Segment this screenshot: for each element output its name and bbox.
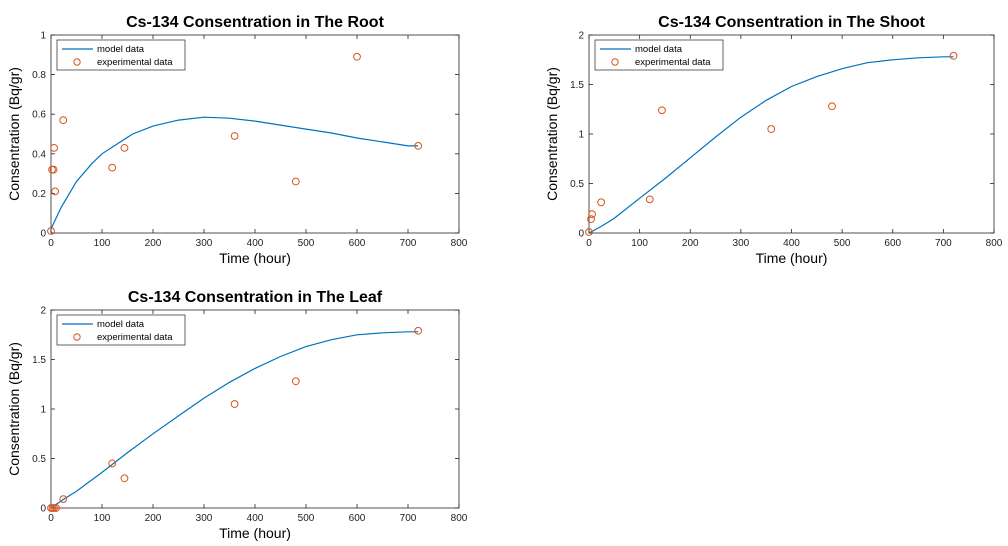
x-tick-label: 500 bbox=[834, 238, 851, 249]
chart-title: Cs-134 Consentration in The Root bbox=[126, 14, 384, 31]
x-axis-label: Time (hour) bbox=[219, 250, 291, 266]
experimental-data-point bbox=[52, 504, 60, 512]
experimental-data-point bbox=[597, 198, 606, 207]
experimental-data-point bbox=[588, 210, 596, 219]
x-tick-label: 0 bbox=[48, 513, 54, 524]
x-tick-label: 300 bbox=[196, 238, 213, 249]
legend-experimental-swatch bbox=[73, 58, 81, 66]
y-tick-label: 2 bbox=[40, 306, 46, 317]
x-tick-label: 500 bbox=[298, 238, 315, 249]
experimental-data-point bbox=[50, 143, 58, 152]
experimental-data-point bbox=[50, 504, 58, 512]
x-tick-label: 600 bbox=[349, 513, 366, 524]
x-tick-label: 100 bbox=[94, 238, 111, 249]
experimental-data-point bbox=[658, 106, 666, 115]
x-tick-label: 0 bbox=[48, 238, 54, 249]
x-tick-label: 200 bbox=[145, 513, 162, 524]
model-data-line bbox=[50, 116, 419, 230]
x-tick-label: 100 bbox=[631, 238, 648, 249]
x-tick-label: 100 bbox=[94, 513, 111, 524]
y-tick-label: 0.5 bbox=[570, 179, 584, 190]
experimental-data-point bbox=[108, 163, 117, 172]
experimental-data-point bbox=[585, 228, 593, 236]
y-tick-label: 0.6 bbox=[32, 110, 46, 121]
experimental-data-point bbox=[59, 495, 68, 503]
legend-model-label: model data bbox=[97, 319, 145, 330]
experimental-data-point bbox=[587, 215, 595, 224]
experimental-data-point bbox=[353, 52, 361, 61]
x-tick-label: 300 bbox=[733, 238, 750, 249]
y-axis-label: Consentration (Bq/gr) bbox=[6, 342, 22, 476]
x-tick-label: 400 bbox=[783, 238, 800, 249]
legend-model-label: model data bbox=[635, 44, 683, 55]
chart-leaf: Cs-134 Consentration in The Leaf Time (h… bbox=[6, 289, 468, 541]
y-tick-label: 0 bbox=[578, 229, 584, 240]
experimental-data-point bbox=[414, 141, 423, 150]
x-tick-label: 800 bbox=[451, 513, 468, 524]
x-tick-label: 200 bbox=[145, 238, 162, 249]
experimental-data-point bbox=[291, 377, 300, 386]
y-tick-label: 1.5 bbox=[32, 355, 46, 366]
experimental-data-point bbox=[59, 116, 68, 125]
model-data-line bbox=[50, 331, 419, 509]
x-tick-label: 400 bbox=[247, 238, 264, 249]
x-tick-label: 0 bbox=[586, 238, 592, 249]
experimental-data-point bbox=[645, 195, 654, 204]
x-tick-label: 700 bbox=[400, 513, 417, 524]
y-tick-label: 0.8 bbox=[32, 70, 46, 81]
experimental-data-point bbox=[51, 187, 59, 196]
experimental-data-point bbox=[828, 102, 836, 111]
experimental-data-point bbox=[949, 51, 958, 60]
experimental-data-point bbox=[230, 132, 239, 140]
x-tick-label: 700 bbox=[400, 238, 417, 249]
legend-experimental-label: experimental data bbox=[97, 332, 173, 343]
experimental-data-point bbox=[49, 165, 58, 174]
y-tick-label: 0.5 bbox=[32, 454, 46, 465]
chart-title: Cs-134 Consentration in The Shoot bbox=[658, 14, 925, 31]
x-tick-label: 400 bbox=[247, 513, 264, 524]
y-tick-label: 0 bbox=[40, 504, 46, 515]
y-tick-label: 1 bbox=[578, 130, 584, 141]
experimental-data-point bbox=[230, 400, 239, 408]
y-tick-label: 2 bbox=[578, 31, 584, 42]
experimental-data-point bbox=[414, 326, 423, 335]
y-tick-label: 1.5 bbox=[570, 80, 584, 91]
experimental-data-point bbox=[767, 125, 776, 133]
legend-experimental-label: experimental data bbox=[635, 57, 711, 68]
experimental-data-point bbox=[108, 459, 117, 468]
experimental-data-point bbox=[120, 143, 129, 152]
model-data-line bbox=[588, 56, 954, 234]
chart-title: Cs-134 Consentration in The Leaf bbox=[128, 289, 383, 306]
x-tick-label: 800 bbox=[451, 238, 468, 249]
legend-model-label: model data bbox=[97, 44, 145, 55]
legend-experimental-label: experimental data bbox=[97, 57, 173, 68]
chart-root: Cs-134 Consentration in The Root Time (h… bbox=[6, 14, 468, 266]
x-tick-label: 500 bbox=[298, 513, 315, 524]
x-axis-label: Time (hour) bbox=[756, 250, 828, 266]
y-tick-label: 1 bbox=[40, 31, 46, 42]
x-tick-label: 600 bbox=[349, 238, 366, 249]
x-tick-label: 300 bbox=[196, 513, 213, 524]
experimental-data-point bbox=[120, 474, 129, 483]
y-tick-label: 0 bbox=[40, 229, 46, 240]
y-tick-label: 0.2 bbox=[32, 189, 46, 200]
x-tick-label: 200 bbox=[682, 238, 699, 249]
y-tick-label: 0.4 bbox=[32, 149, 46, 160]
legend-experimental-swatch bbox=[73, 333, 81, 341]
chart-shoot: Cs-134 Consentration in The Shoot Time (… bbox=[544, 14, 1003, 266]
y-axis-label: Consentration (Bq/gr) bbox=[6, 67, 22, 201]
y-tick-label: 1 bbox=[40, 405, 46, 416]
x-tick-label: 700 bbox=[935, 238, 952, 249]
x-tick-label: 600 bbox=[884, 238, 901, 249]
x-tick-label: 800 bbox=[986, 238, 1003, 249]
legend-experimental-swatch bbox=[611, 58, 619, 66]
y-axis-label: Consentration (Bq/gr) bbox=[544, 67, 560, 201]
x-axis-label: Time (hour) bbox=[219, 525, 291, 541]
experimental-data-point bbox=[47, 227, 55, 235]
experimental-data-point bbox=[291, 177, 300, 186]
